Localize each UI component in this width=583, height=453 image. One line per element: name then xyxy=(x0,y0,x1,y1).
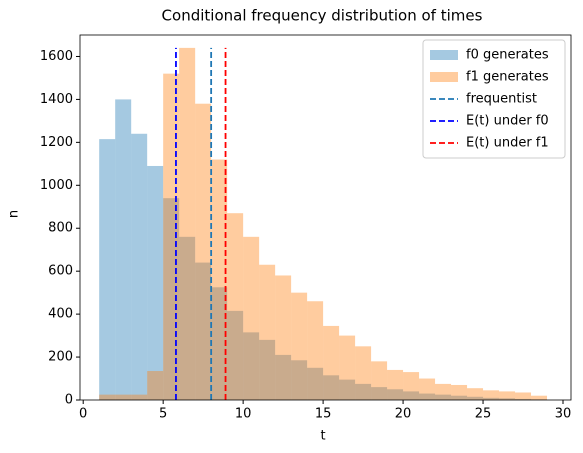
bar xyxy=(419,378,436,400)
x-tick-label: 20 xyxy=(395,407,412,422)
bar xyxy=(499,391,516,400)
bar xyxy=(499,398,516,400)
y-tick-label: 600 xyxy=(48,264,73,279)
x-tick-label: 25 xyxy=(475,407,492,422)
bar xyxy=(243,236,260,400)
bar xyxy=(467,396,484,400)
bar xyxy=(195,103,212,401)
bar xyxy=(227,213,244,400)
y-tick-label: 0 xyxy=(65,393,73,408)
x-tick-label: 30 xyxy=(555,407,572,422)
bar xyxy=(147,371,164,400)
bar xyxy=(451,384,468,400)
legend-label: E(t) under f1 xyxy=(466,136,549,151)
y-tick-label: 1600 xyxy=(40,49,73,64)
legend-label: E(t) under f0 xyxy=(466,114,549,129)
bar xyxy=(403,391,420,400)
bar xyxy=(403,372,420,400)
y-tick-label: 1200 xyxy=(40,135,73,150)
bar xyxy=(259,264,276,400)
y-tick-label: 200 xyxy=(48,350,73,365)
x-axis-label: t xyxy=(320,429,325,444)
y-tick-label: 400 xyxy=(48,307,73,322)
bar xyxy=(323,325,340,400)
bar xyxy=(259,339,276,400)
bar xyxy=(275,354,292,400)
legend-label: f1 generates xyxy=(466,70,549,85)
bar xyxy=(307,301,324,400)
bar xyxy=(339,335,356,400)
bar xyxy=(227,310,244,400)
bar xyxy=(515,398,532,400)
axes-frame xyxy=(79,34,572,401)
legend-swatch xyxy=(430,50,458,60)
bar xyxy=(483,390,500,400)
y-tick-label: 1000 xyxy=(40,178,73,193)
bar xyxy=(179,47,196,400)
bar xyxy=(115,99,132,400)
legend-frame xyxy=(422,39,566,159)
legend-label: f0 generates xyxy=(466,48,549,63)
bar xyxy=(371,387,388,400)
bar xyxy=(515,392,532,400)
chart-title: Conditional frequency distribution of ti… xyxy=(162,7,483,25)
bar xyxy=(355,383,372,400)
bar xyxy=(531,395,548,400)
bar xyxy=(483,397,500,400)
bar xyxy=(99,139,116,400)
x-tick-label: 15 xyxy=(315,407,332,422)
bar xyxy=(243,332,260,400)
bar xyxy=(131,133,148,400)
bar xyxy=(211,159,228,400)
bar xyxy=(371,361,388,400)
y-axis-label: n xyxy=(7,210,22,218)
bar xyxy=(467,388,484,400)
bar xyxy=(435,394,452,400)
bar xyxy=(99,394,116,400)
legend-swatch xyxy=(430,72,458,82)
bar xyxy=(339,379,356,400)
bar xyxy=(419,393,436,400)
bar xyxy=(451,395,468,400)
y-tick-label: 1400 xyxy=(40,92,73,107)
legend-label: frequentist xyxy=(466,92,537,107)
bar xyxy=(115,394,132,400)
bar xyxy=(387,369,404,400)
bar xyxy=(147,165,164,400)
bar xyxy=(275,275,292,400)
y-tick-label: 800 xyxy=(48,221,73,236)
bar xyxy=(435,383,452,400)
bar xyxy=(211,287,228,400)
x-tick-label: 5 xyxy=(159,407,167,422)
bar xyxy=(323,375,340,400)
bar xyxy=(179,236,196,400)
bar xyxy=(355,346,372,400)
bar xyxy=(195,262,212,400)
bar xyxy=(291,360,308,400)
x-tick-label: 10 xyxy=(235,407,252,422)
x-tick-label: 0 xyxy=(79,407,87,422)
bar xyxy=(307,367,324,400)
bar xyxy=(387,389,404,400)
bar xyxy=(131,394,148,400)
bar xyxy=(291,292,308,400)
